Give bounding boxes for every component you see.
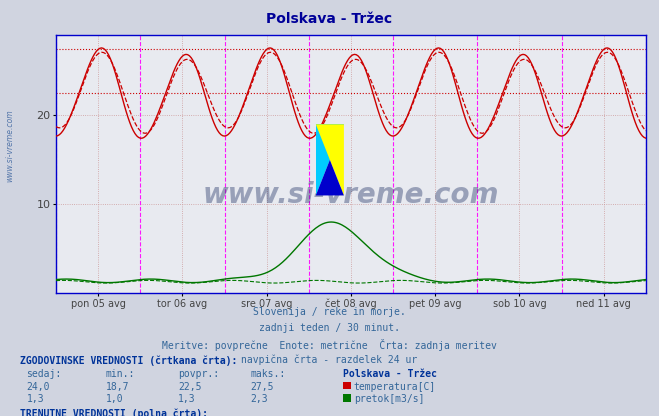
Text: www.si-vreme.com: www.si-vreme.com [5,109,14,182]
Text: Meritve: povprečne  Enote: metrične  Črta: zadnja meritev: Meritve: povprečne Enote: metrične Črta:… [162,339,497,351]
Text: zadnji teden / 30 minut.: zadnji teden / 30 minut. [259,323,400,333]
Text: maks.:: maks.: [250,369,285,379]
Text: min.:: min.: [105,369,135,379]
Text: 22,5: 22,5 [178,382,202,392]
Text: www.si-vreme.com: www.si-vreme.com [203,181,499,209]
Text: navpična črta - razdelek 24 ur: navpična črta - razdelek 24 ur [241,354,418,365]
Text: 24,0: 24,0 [26,382,50,392]
Text: Polskava - Tržec: Polskava - Tržec [343,369,437,379]
Text: povpr.:: povpr.: [178,369,219,379]
Text: temperatura[C]: temperatura[C] [354,382,436,392]
Polygon shape [316,124,344,196]
Polygon shape [316,160,344,196]
Text: pretok[m3/s]: pretok[m3/s] [354,394,424,404]
Text: TRENUTNE VREDNOSTI (polna črta):: TRENUTNE VREDNOSTI (polna črta): [20,409,208,416]
Text: 18,7: 18,7 [105,382,129,392]
Text: 1,3: 1,3 [26,394,44,404]
Text: sedaj:: sedaj: [26,369,61,379]
Text: 1,0: 1,0 [105,394,123,404]
Text: 2,3: 2,3 [250,394,268,404]
Text: ZGODOVINSKE VREDNOSTI (črtkana črta):: ZGODOVINSKE VREDNOSTI (črtkana črta): [20,356,237,366]
Text: 1,3: 1,3 [178,394,196,404]
Polygon shape [316,124,344,196]
Text: Polskava - Tržec: Polskava - Tržec [266,12,393,26]
Text: Slovenija / reke in morje.: Slovenija / reke in morje. [253,307,406,317]
Text: 27,5: 27,5 [250,382,274,392]
